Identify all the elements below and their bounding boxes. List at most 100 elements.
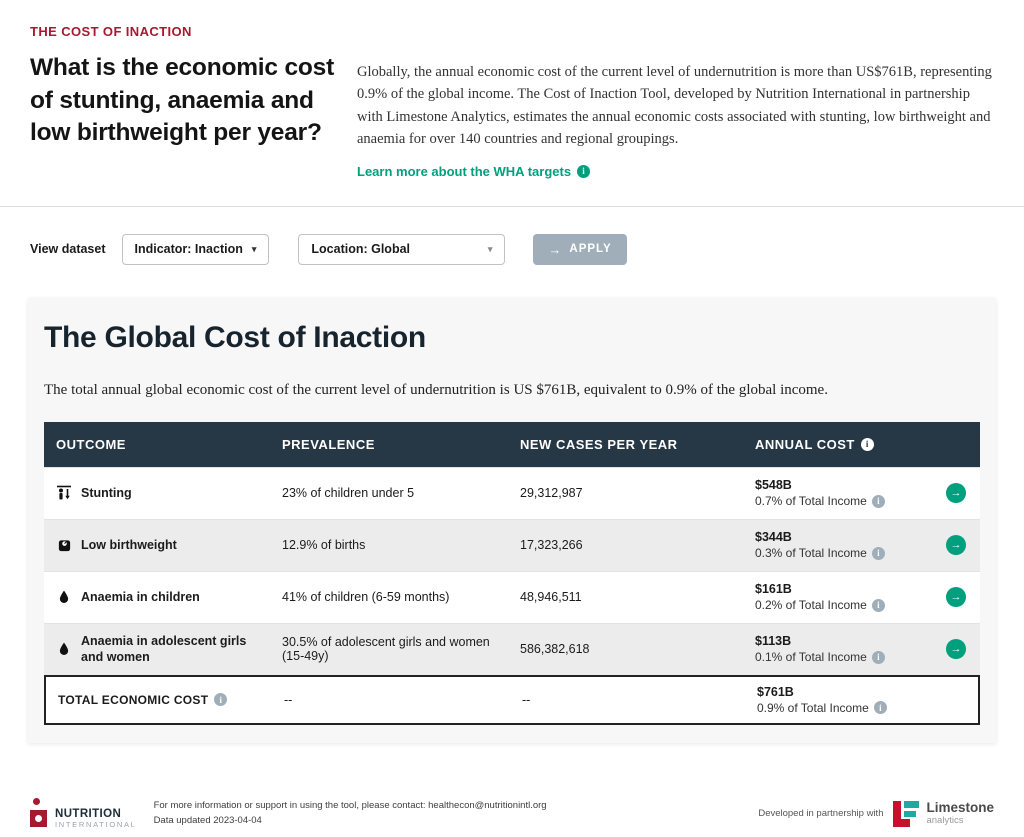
info-icon[interactable]: i <box>577 164 591 178</box>
prevalence-cell: 12.9% of births <box>282 538 366 553</box>
new-cases-cell: 48,946,511 <box>520 590 582 605</box>
location-dropdown[interactable]: Location: Global ▾ <box>298 233 506 265</box>
indicator-dropdown-value: Indicator: Inaction <box>134 242 243 257</box>
annual-cost-cell: $161B 0.2% of Total Income i <box>743 582 932 612</box>
section-divider <box>0 205 1024 207</box>
intro-paragraph: Globally, the annual economic cost of th… <box>357 64 992 148</box>
row-detail-button[interactable]: → <box>946 483 966 504</box>
partnership-label: Developed in partnership with <box>758 808 884 819</box>
footer-left: NUTRITION INTERNATIONAL For more informa… <box>30 798 547 829</box>
nutrition-international-logo: NUTRITION INTERNATIONAL <box>30 798 137 829</box>
table-header-row: OUTCOME PREVALENCE NEW CASES PER YEAR AN… <box>44 421 980 467</box>
eyebrow: THE COST OF INACTION <box>30 24 192 39</box>
learn-more-row: Learn more about the WHA targets i <box>357 164 994 179</box>
footer-contact-block: For more information or support in using… <box>154 799 547 828</box>
cost-table: OUTCOME PREVALENCE NEW CASES PER YEAR AN… <box>44 421 980 725</box>
row-detail-button[interactable]: → <box>946 639 966 660</box>
apply-button[interactable]: → APPLY <box>533 233 627 265</box>
outcome-cell: Stunting <box>44 485 270 501</box>
limestone-analytics-logo: Limestone analytics <box>893 799 994 827</box>
cost-value: $161B <box>755 582 792 597</box>
info-icon[interactable]: i <box>871 494 885 508</box>
cost-value: $548B <box>755 478 792 493</box>
actions-cell: → <box>932 535 980 556</box>
location-dropdown-value: Location: Global <box>311 242 410 257</box>
cost-share: 0.1% of Total Income <box>755 650 867 665</box>
total-row: TOTAL ECONOMIC COST i -- -- $761B 0.9% o… <box>44 674 980 725</box>
outcome-cell: Anaemia in children <box>44 589 270 605</box>
new-cases-cell: 29,312,987 <box>520 486 583 501</box>
hero-section: THE COST OF INACTION What is the economi… <box>0 0 1024 179</box>
actions-cell: → <box>932 587 980 608</box>
actions-cell: → <box>932 639 980 660</box>
prevalence-cell: 30.5% of adolescent girls and women (15-… <box>282 635 490 664</box>
learn-more-link[interactable]: Learn more about the WHA targets <box>357 163 572 179</box>
annual-cost-cell: $761B 0.9% of Total Income i <box>745 685 930 715</box>
page-title: What is the economic cost of stunting, a… <box>30 54 335 147</box>
annual-cost-cell: $548B 0.7% of Total Income i <box>743 478 932 508</box>
table-row: Anaemia in adolescent girls and women 30… <box>44 622 980 675</box>
hero-right: Globally, the annual economic cost of th… <box>357 24 994 179</box>
chevron-down-icon: ▾ <box>251 243 257 254</box>
results-card: The Global Cost of Inaction The total an… <box>28 297 996 743</box>
info-icon[interactable]: i <box>871 546 885 560</box>
outcome-label: Stunting <box>81 486 132 501</box>
cost-value: $344B <box>755 530 792 545</box>
footer-contact-line: For more information or support in using… <box>153 799 547 811</box>
outcome-cell: Anaemia in adolescent girls and women <box>44 633 270 666</box>
limestone-logo-icon <box>893 800 920 827</box>
outcome-cell: Low birthweight <box>44 537 270 553</box>
prevalence-cell: 23% of children under 5 <box>282 486 415 501</box>
cost-share: 0.7% of Total Income <box>755 494 867 509</box>
apply-button-label: APPLY <box>569 243 612 256</box>
row-detail-button[interactable]: → <box>946 535 966 556</box>
new-cases-cell: 17,323,266 <box>520 538 583 553</box>
new-cases-cell: -- <box>522 692 531 707</box>
prevalence-cell: -- <box>284 692 293 707</box>
cost-share: 0.3% of Total Income <box>755 546 867 561</box>
total-label: TOTAL ECONOMIC COST <box>58 692 209 707</box>
limestone-subtitle: analytics <box>926 815 964 827</box>
outcome-label: Anaemia in adolescent girls and women <box>81 634 247 665</box>
indicator-dropdown[interactable]: Indicator: Inaction ▾ <box>121 233 270 265</box>
table-row: Anaemia in children 41% of children (6-5… <box>44 570 980 623</box>
nutrition-international-logo-icon <box>30 798 50 829</box>
anaemia-drop-icon <box>56 589 72 605</box>
info-icon[interactable]: i <box>871 650 885 664</box>
info-icon[interactable]: i <box>214 693 228 707</box>
info-icon[interactable]: i <box>871 598 885 612</box>
stunting-icon <box>56 485 72 501</box>
new-cases-cell: 586,382,618 <box>520 642 590 657</box>
view-dataset-label: View dataset <box>30 242 106 257</box>
card-title: The Global Cost of Inaction <box>44 320 426 354</box>
cost-value: $761B <box>757 684 794 699</box>
footer-updated-line: Data updated 2023-04-04 <box>153 814 262 826</box>
info-icon[interactable]: i <box>860 437 874 451</box>
arrow-right-icon: → <box>548 241 562 257</box>
annual-cost-cell: $113B 0.1% of Total Income i <box>743 634 932 664</box>
low-birthweight-icon <box>56 537 72 553</box>
table-row: Low birthweight 12.9% of births 17,323,2… <box>44 518 980 571</box>
col-header-new-cases: NEW CASES PER YEAR <box>520 436 678 452</box>
hero-left: THE COST OF INACTION What is the economi… <box>30 24 345 179</box>
chevron-down-icon: ▾ <box>487 243 493 254</box>
actions-cell: → <box>932 483 980 504</box>
info-icon[interactable]: i <box>873 701 887 715</box>
row-detail-button[interactable]: → <box>946 587 966 608</box>
cost-share: 0.2% of Total Income <box>755 598 867 613</box>
footer: NUTRITION INTERNATIONAL For more informa… <box>0 798 1024 829</box>
cost-share: 0.9% of Total Income <box>757 700 869 715</box>
outcome-label: Anaemia in children <box>81 590 200 605</box>
limestone-wordmark: Limestone <box>926 799 994 815</box>
col-header-prevalence: PREVALENCE <box>282 436 375 452</box>
footer-right: Developed in partnership with Limestone … <box>758 799 994 827</box>
filter-bar: View dataset Indicator: Inaction ▾ Locat… <box>30 233 994 265</box>
col-header-outcome: OUTCOME <box>56 436 126 452</box>
anaemia-drop-icon <box>56 641 72 657</box>
logo-wordmark-line2: INTERNATIONAL <box>55 820 137 829</box>
logo-wordmark-line1: NUTRITION <box>55 808 122 820</box>
total-label-cell: TOTAL ECONOMIC COST i <box>46 693 272 707</box>
card-subtitle: The total annual global economic cost of… <box>44 381 828 398</box>
col-header-annual-cost: ANNUAL COST i <box>743 437 932 452</box>
outcome-label: Low birthweight <box>81 538 177 553</box>
